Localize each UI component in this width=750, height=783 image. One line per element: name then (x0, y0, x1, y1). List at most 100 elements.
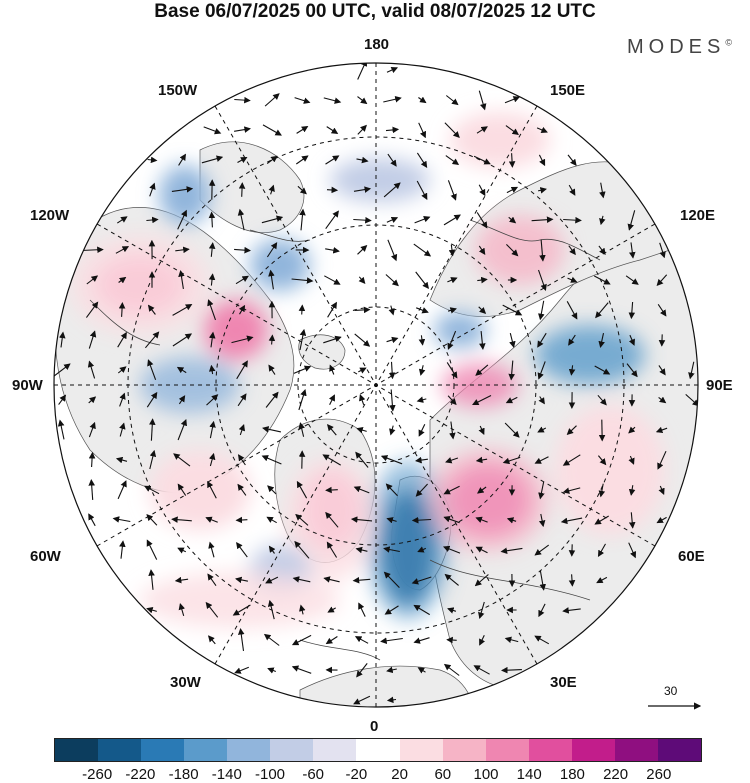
wind-vector-arrow (238, 182, 246, 197)
wind-vector-arrow (236, 542, 248, 558)
brand-logo: MODES© (627, 36, 732, 59)
wind-vector-arrow (505, 396, 518, 404)
wind-vector-arrow (291, 277, 314, 284)
wind-vector-arrow (596, 576, 608, 584)
wind-vector-arrow (383, 571, 400, 588)
lon-label-150w: 150W (158, 82, 198, 99)
wind-vector-arrow (148, 418, 156, 441)
wind-vector-arrow (383, 96, 402, 103)
wind-vector-arrow (201, 155, 224, 164)
wind-vector-arrow (416, 152, 428, 169)
wind-vector-arrow (418, 96, 427, 104)
wind-vector-arrow (297, 185, 307, 195)
wind-vector-arrow (174, 576, 189, 584)
wind-vector-arrow (658, 365, 666, 376)
wind-vector-arrow (325, 210, 339, 230)
wind-vector-arrow (442, 545, 461, 554)
wind-vector-arrow (560, 517, 583, 525)
wind-vector-arrow (508, 153, 516, 168)
colorbar-bin (442, 739, 486, 761)
wind-vector-arrow (235, 576, 249, 584)
colorbar-tick-label: 60 (434, 766, 452, 783)
wind-vector-arrow (504, 636, 519, 643)
lon-label-120e: 120E (680, 207, 716, 224)
wind-vector-arrow (177, 483, 187, 496)
wind-vector-arrow (354, 306, 371, 314)
coast-1 (469, 219, 601, 261)
wind-vector-arrow (502, 456, 521, 465)
lon-label-90e: 90E (706, 377, 733, 394)
lon-label-90w: 90W (12, 377, 43, 394)
wind-vector-arrow (205, 601, 219, 618)
wind-vector-arrow (534, 544, 550, 556)
wind-vector-arrow (597, 455, 607, 466)
wind-vector-arrow (266, 242, 278, 258)
wind-vector-arrow (116, 216, 128, 224)
wind-vector-arrow (627, 210, 636, 231)
colorbar (54, 738, 702, 762)
wind-vector-arrow (538, 300, 545, 321)
wind-vector-arrow (327, 301, 337, 318)
wind-vector-arrow (383, 182, 401, 198)
wind-vector-arrow (353, 486, 370, 494)
graticule (54, 63, 698, 707)
wind-vector-arrow (261, 215, 284, 224)
wind-vector-arrow (562, 454, 581, 466)
wind-vector-arrow (357, 124, 367, 135)
wind-vector-arrow (448, 244, 456, 257)
wind-vector-arrow (443, 663, 460, 676)
wind-vector-arrow (119, 540, 126, 559)
wind-vector-arrow (477, 486, 487, 494)
wind-vector-arrow (237, 156, 248, 164)
wind-vector-arrow (177, 418, 187, 441)
wind-vector-arrow (176, 366, 187, 374)
wind-vector-arrow (237, 628, 245, 651)
wind-vector-arrow (87, 360, 96, 379)
wind-vector-arrow (537, 269, 547, 292)
wind-vector-arrow (500, 547, 523, 555)
anomaly-pos-greenland-halo (285, 458, 375, 582)
wind-vector-arrow (353, 216, 372, 224)
wind-vector-arrow (148, 569, 155, 590)
wind-vector-arrow (237, 454, 246, 466)
wind-vector-arrow (268, 269, 275, 290)
anomaly-pos-iceland (140, 572, 340, 628)
wind-vector-arrow (386, 336, 399, 344)
wind-vector-arrow (567, 154, 577, 166)
wind-vector-arrow (291, 665, 312, 674)
wind-vector-arrow (208, 541, 215, 558)
map-title: Base 06/07/2025 00 UTC, valid 08/07/2025… (154, 1, 596, 22)
wind-vector-arrow (147, 304, 156, 315)
wind-vector-arrow (171, 516, 192, 523)
wind-vector-arrow (568, 184, 576, 196)
wind-vector-arrow (656, 516, 667, 524)
anomaly-pos-eastsiberia (475, 215, 565, 285)
wind-vector-arrow (146, 539, 158, 560)
reference-vector-label: 30 (664, 684, 678, 698)
wind-vector-arrow (479, 634, 486, 646)
colorbar-tick-label: -60 (302, 766, 325, 783)
wind-vector-arrow (598, 245, 606, 255)
wind-vector-arrow (325, 246, 340, 254)
wind-vector-arrow (626, 363, 638, 378)
wind-vector-arrow (323, 97, 342, 104)
wind-vector-arrow (149, 449, 157, 470)
wind-vector-arrow (117, 331, 127, 348)
wind-vector-arrow (268, 545, 276, 554)
wind-vector-arrow (328, 394, 335, 406)
wind-vector-arrow (358, 276, 366, 285)
wind-vector-arrow (445, 95, 459, 106)
wind-vector-arrow (506, 517, 517, 524)
wind-vector-arrow (449, 421, 456, 440)
wind-vector-arrow (567, 276, 578, 283)
wind-vector-arrow (299, 208, 306, 231)
wind-vector-arrow (657, 303, 667, 317)
wind-vector-arrow (411, 576, 432, 585)
lon-label-180: 180 (364, 36, 390, 53)
wind-vector-arrow (599, 215, 606, 226)
wind-vector-arrow (594, 275, 611, 285)
wind-vector-arrow (112, 516, 131, 523)
wind-vector-arrow (534, 456, 549, 464)
wind-vector-arrow (231, 335, 254, 344)
wind-vector-arrow (266, 516, 277, 524)
